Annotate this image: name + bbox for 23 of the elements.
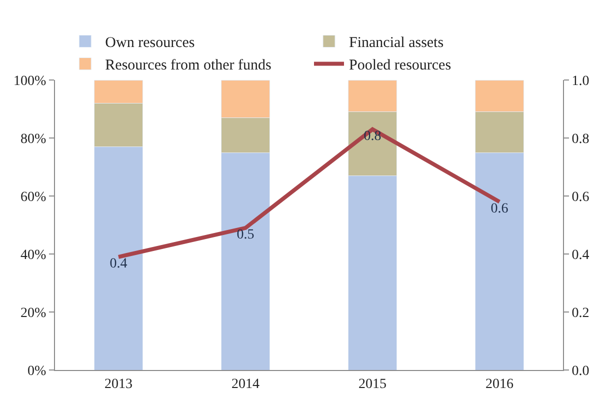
data-label: 0.4 bbox=[110, 256, 128, 272]
y2-tick-label: 0.0 bbox=[572, 364, 590, 379]
legend-label: Resources from other funds bbox=[105, 58, 272, 74]
y-tick-label: 20% bbox=[20, 306, 47, 321]
x-tick-label: 2016 bbox=[486, 376, 514, 392]
legend-label: Financial assets bbox=[349, 35, 444, 52]
y2-tick-label: 1.0 bbox=[572, 74, 590, 89]
data-label: 0.6 bbox=[490, 201, 508, 216]
data-label: 0.5 bbox=[236, 227, 254, 242]
y2-tick-label: 0.4 bbox=[572, 248, 590, 263]
y-tick-label: 40% bbox=[20, 248, 47, 263]
x-tick-label: 2013 bbox=[104, 376, 132, 392]
y-tick-label: 0% bbox=[28, 364, 47, 379]
y-tick-label: 80% bbox=[20, 132, 47, 147]
y2-tick-label: 0.2 bbox=[572, 306, 590, 321]
y2-tick-label: 0.8 bbox=[572, 132, 590, 147]
legend-label: Pooled resources bbox=[349, 58, 452, 74]
x-tick-label: 2014 bbox=[232, 376, 260, 392]
y2-tick-label: 0.6 bbox=[572, 190, 590, 205]
x-tick-label: 2015 bbox=[358, 376, 386, 392]
y-tick-label: 100% bbox=[14, 74, 47, 89]
legend-label: Own resources bbox=[105, 35, 195, 52]
y-tick-label: 60% bbox=[20, 190, 47, 205]
